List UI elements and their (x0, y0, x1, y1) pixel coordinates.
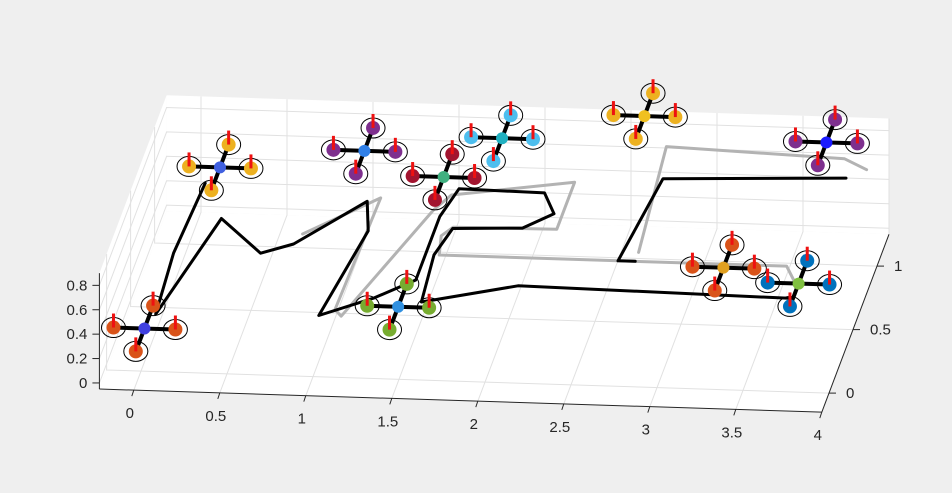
x-tick-label: 1 (298, 411, 306, 428)
quadrotor-hub (496, 132, 509, 145)
x-tick-label: 3 (642, 422, 650, 439)
quadrotor-hub (792, 277, 805, 290)
x-tick-label: 0 (126, 405, 134, 422)
tick-labels: 0 0.5 1 1.5 2 2.5 3 3.5 4 0 0.5 1 0 0.2 0.4 0.6 0.8 (67, 258, 903, 444)
quadrotor-hub (820, 136, 833, 149)
y-tick-label: 1 (894, 258, 902, 275)
quadrotor (782, 105, 870, 176)
x-tick-mark (303, 395, 307, 402)
x-tick-label: 4 (814, 427, 822, 444)
grid-line-x (477, 107, 546, 402)
grid-line-y (106, 254, 830, 394)
x-tick-mark (131, 389, 135, 397)
quadrotor (176, 130, 264, 201)
z-tick-label: 0 (79, 375, 87, 392)
grid-line-x (219, 99, 288, 394)
quadrotor-hub (392, 300, 405, 313)
grid-line-z (98, 131, 890, 310)
quadrotor (458, 101, 546, 172)
grid-line-y (130, 190, 854, 331)
quadrotor (354, 269, 442, 341)
grid-line-z (98, 155, 890, 335)
quadrotor (320, 113, 408, 185)
x-tick-mark (647, 406, 651, 413)
quadrotor (755, 246, 843, 317)
z-tick-label: 0.8 (67, 277, 88, 294)
side-wall-pane (99, 95, 167, 390)
y-tick-label: 0.5 (870, 322, 891, 339)
trajectory-lines (154, 145, 869, 318)
x-tick-mark (819, 411, 823, 419)
grid-line-x (649, 113, 718, 407)
back-wall-pane (166, 95, 890, 235)
x-tick-label: 3.5 (721, 424, 742, 441)
x-tick-label: 1.5 (377, 413, 398, 430)
grid-line-x (735, 115, 804, 410)
quadrotor-hub (717, 261, 730, 274)
grid-line-x (391, 104, 460, 399)
x-tick-label: 2.5 (549, 419, 570, 436)
y-axis-line (821, 234, 890, 413)
actual-trajectory-line (154, 181, 794, 317)
x-tick-mark (561, 403, 565, 411)
quadrotor-hub (638, 110, 651, 123)
quadrotor-hub (138, 322, 151, 335)
z-tick-label: 0.2 (67, 351, 88, 368)
z-tick-label: 0.6 (67, 302, 88, 319)
x-tick-mark (475, 400, 479, 408)
x-tick-label: 0.5 (205, 408, 226, 425)
quadrotor-hub (214, 161, 226, 174)
quadrotor (100, 291, 188, 362)
quadrotor-hub (358, 144, 371, 157)
grid-line-x (563, 110, 632, 405)
x-tick-mark (217, 392, 221, 400)
x-tick-label: 2 (470, 416, 478, 433)
quadrotor (679, 230, 767, 302)
x-tick-mark (733, 409, 737, 416)
quadrotor (400, 140, 488, 211)
z-tick-label: 0.4 (67, 326, 88, 343)
x-tick-mark (389, 398, 393, 405)
actual-trajectory-line (616, 176, 848, 263)
grid-line-z (98, 106, 890, 286)
axis-lines (92, 234, 890, 419)
grid-line-y (154, 127, 878, 267)
grid-line-x (133, 96, 202, 391)
y-tick-label: 0 (846, 385, 854, 402)
grid-line-z (98, 180, 890, 359)
quadrotor (600, 79, 688, 150)
quadrotors (100, 79, 870, 362)
quadrotor-hub (437, 171, 450, 184)
